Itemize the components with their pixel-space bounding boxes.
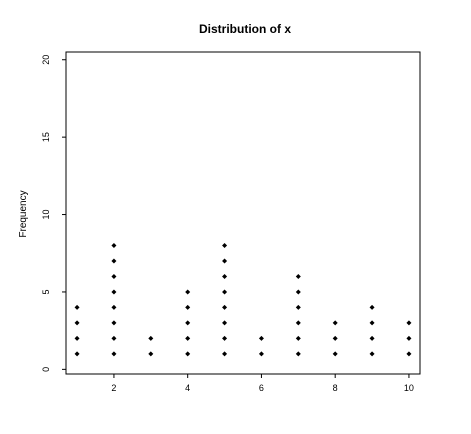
data-point [74,335,80,341]
data-point [148,351,154,357]
data-point [111,351,117,357]
x-tick-label: 6 [259,383,264,393]
data-point [111,304,117,310]
y-axis: 0 5 10 15 20 [41,55,66,372]
data-point [111,273,117,279]
y-tick-label: 10 [41,210,51,220]
data-point [222,351,228,357]
data-point [222,335,228,341]
x-tick-label: 2 [111,383,116,393]
data-point [185,304,191,310]
data-point [406,335,412,341]
data-point [295,335,301,341]
data-point [185,289,191,295]
data-point [369,304,375,310]
data-point [406,351,412,357]
data-points [74,243,412,357]
data-point [369,320,375,326]
data-point [369,335,375,341]
data-point [222,289,228,295]
data-point [222,320,228,326]
chart-title: Distribution of x [199,22,291,36]
data-point [258,335,264,341]
data-point [332,320,338,326]
data-point [148,335,154,341]
data-point [332,335,338,341]
data-point [111,320,117,326]
x-tick-label: 10 [404,383,414,393]
data-point [74,320,80,326]
data-point [258,351,264,357]
data-point [295,304,301,310]
data-point [406,320,412,326]
x-axis: 2 4 6 8 10 [111,374,414,393]
data-point [222,273,228,279]
y-axis-label: Frequency [18,190,29,237]
y-tick-label: 20 [41,55,51,65]
data-point [369,351,375,357]
data-point [111,243,117,249]
data-point [185,320,191,326]
data-point [222,258,228,264]
data-point [111,258,117,264]
y-tick-label: 15 [41,132,51,142]
data-point [332,351,338,357]
plot-frame [65,51,421,375]
data-point [222,243,228,249]
data-point [295,273,301,279]
data-point [222,304,228,310]
y-tick-label: 0 [41,367,51,372]
y-tick-label: 5 [41,289,51,294]
data-point [111,289,117,295]
x-tick-label: 8 [333,383,338,393]
data-point [111,335,117,341]
data-point [295,320,301,326]
x-tick-label: 4 [185,383,190,393]
data-point [295,351,301,357]
data-point [74,304,80,310]
data-point [185,351,191,357]
data-point [74,351,80,357]
data-point [295,289,301,295]
data-point [185,335,191,341]
